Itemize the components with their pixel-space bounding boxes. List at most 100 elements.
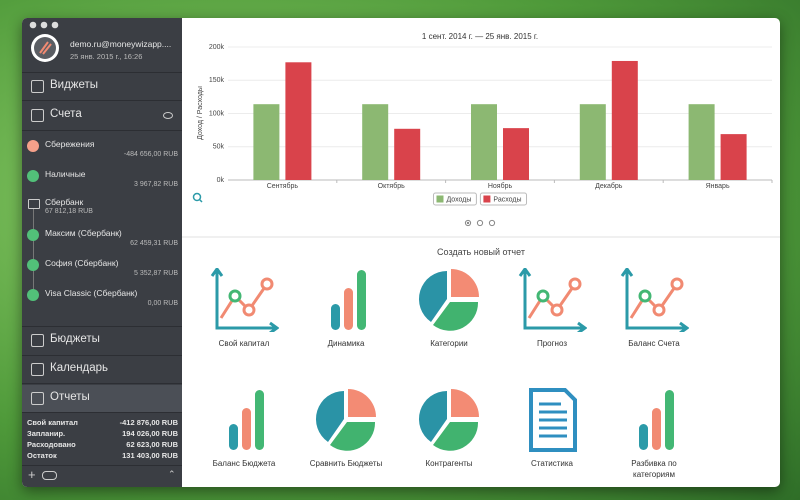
toggle[interactable] xyxy=(42,471,57,480)
bar xyxy=(688,104,715,180)
account-name[interactable]: Сбережения xyxy=(45,139,95,149)
y-tick-label: 100k xyxy=(209,110,225,117)
report-tile[interactable]: Сравнить Бюджеты xyxy=(296,388,396,469)
report-tile[interactable]: Свой капитал xyxy=(194,268,294,349)
bar xyxy=(285,62,312,180)
tile-label: Баланс Бюджета xyxy=(212,459,276,468)
report-tile[interactable]: Категории xyxy=(399,268,499,349)
summary-value: 131 403,00 RUB xyxy=(122,451,178,460)
nav-icon xyxy=(31,392,44,405)
separator xyxy=(22,383,182,384)
account-icon xyxy=(27,259,39,271)
collapse[interactable]: ⌃ xyxy=(168,469,176,479)
account-name[interactable]: Наличные xyxy=(45,169,86,179)
account-icon xyxy=(27,170,39,182)
separator xyxy=(22,355,182,356)
summary-label: Остаток xyxy=(27,451,57,460)
app-window: demo.ru@moneywizapp.... 25 янв. 2015 г., … xyxy=(22,18,780,487)
bar xyxy=(394,128,421,180)
y-axis-label: Доход / Расходы xyxy=(197,86,204,140)
selected-row xyxy=(22,385,182,412)
report-tile[interactable]: Разбивка по категориям xyxy=(604,388,704,480)
account-name[interactable]: Сбербанк xyxy=(45,197,84,207)
report-tile[interactable]: Статистика xyxy=(502,388,602,469)
tile-label: Динамика xyxy=(327,339,365,348)
tile-label: Категории xyxy=(430,339,468,348)
x-tick-label: Декабрь xyxy=(595,182,623,190)
bar xyxy=(503,128,529,180)
report-tile[interactable]: Контрагенты xyxy=(399,388,499,469)
separator xyxy=(22,326,182,327)
account-balance: 3 967,82 RUB xyxy=(134,181,178,188)
account-balance: 67 812,18 RUB xyxy=(45,208,93,215)
separator xyxy=(22,100,182,101)
x-tick-label: Октябрь xyxy=(378,182,405,190)
legend-swatch xyxy=(436,195,444,203)
account-balance: 62 459,31 RUB xyxy=(130,240,178,247)
account-balance: -484 656,00 RUB xyxy=(123,151,178,158)
nav-icon xyxy=(31,109,44,122)
summary-label: Расходовано xyxy=(27,440,76,449)
eye-icon[interactable] xyxy=(163,112,173,119)
chart: 1 сент. 2014 г. — 25 янв. 2015 г. Доход … xyxy=(182,32,780,238)
bar xyxy=(611,60,638,181)
account-icon xyxy=(28,199,40,209)
bar xyxy=(720,134,747,180)
tile-label: Статистика xyxy=(530,459,573,468)
user-email: demo.ru@moneywizapp.... xyxy=(70,39,172,49)
legend-swatch xyxy=(483,195,491,203)
tile-label: Разбивка по категориям xyxy=(631,459,677,479)
tile-label: Свой капитал xyxy=(218,339,270,348)
reports-title: Создать новый отчет xyxy=(437,247,525,257)
nav-icon xyxy=(31,334,44,347)
nav-item[interactable]: Счета xyxy=(50,108,82,120)
add-button[interactable]: + xyxy=(28,467,36,482)
nav-item[interactable]: Виджеты xyxy=(50,79,99,91)
account-name[interactable]: София (Сбербанк) xyxy=(45,258,119,268)
page-dots[interactable] xyxy=(464,219,496,227)
summary-value: 194 026,00 RUB xyxy=(122,429,178,438)
nav-item[interactable]: Отчеты xyxy=(50,391,90,403)
separator xyxy=(22,465,182,466)
chart-title: 1 сент. 2014 г. — 25 янв. 2015 г. xyxy=(422,32,538,41)
tile-label: Сравнить Бюджеты xyxy=(309,459,383,468)
avatar[interactable] xyxy=(30,33,60,68)
tree-line xyxy=(33,208,34,298)
y-tick-label: 200k xyxy=(209,44,225,51)
summary-value: 62 623,00 RUB xyxy=(126,440,178,449)
y-tick-label: 0k xyxy=(217,177,225,184)
nav-item[interactable]: Календарь xyxy=(50,362,109,374)
report-tile[interactable]: Баланс Счета xyxy=(604,268,704,349)
bar xyxy=(579,104,606,180)
nav-icon xyxy=(31,80,44,93)
summary-label: Свой капитал xyxy=(27,418,78,427)
account-icon xyxy=(27,229,39,241)
account-balance: 0,00 RUB xyxy=(147,300,178,307)
bar xyxy=(253,104,280,180)
user-timestamp: 25 янв. 2015 г., 16:26 xyxy=(70,52,143,61)
main-panel: 1 сент. 2014 г. — 25 янв. 2015 г. Доход … xyxy=(182,27,780,487)
bar xyxy=(471,104,497,180)
y-tick-label: 50k xyxy=(213,144,225,151)
tile-label: Баланс Счета xyxy=(628,339,680,348)
legend-box xyxy=(479,192,528,206)
traffic-lights[interactable] xyxy=(29,21,69,29)
account-name[interactable]: Максим (Сбербанк) xyxy=(45,228,122,238)
report-tile[interactable]: Баланс Бюджета xyxy=(194,388,294,469)
x-tick-label: Сентябрь xyxy=(267,182,299,190)
tile-label: Прогноз xyxy=(536,339,567,348)
report-tile[interactable]: Прогноз xyxy=(502,268,602,349)
legend-box xyxy=(432,192,477,206)
x-tick-label: Ноябрь xyxy=(488,182,513,190)
tile-label: Контрагенты xyxy=(425,459,473,468)
report-tile[interactable]: Динамика xyxy=(296,268,396,349)
account-icon xyxy=(27,140,39,152)
bar xyxy=(362,104,389,180)
y-tick-label: 150k xyxy=(209,77,225,84)
nav-item[interactable]: Бюджеты xyxy=(50,333,100,345)
separator xyxy=(22,412,182,413)
account-name[interactable]: Visa Classic (Сбербанк) xyxy=(45,288,138,298)
sidebar: demo.ru@moneywizapp.... 25 янв. 2015 г., … xyxy=(22,18,182,487)
search-icon[interactable] xyxy=(192,192,203,203)
